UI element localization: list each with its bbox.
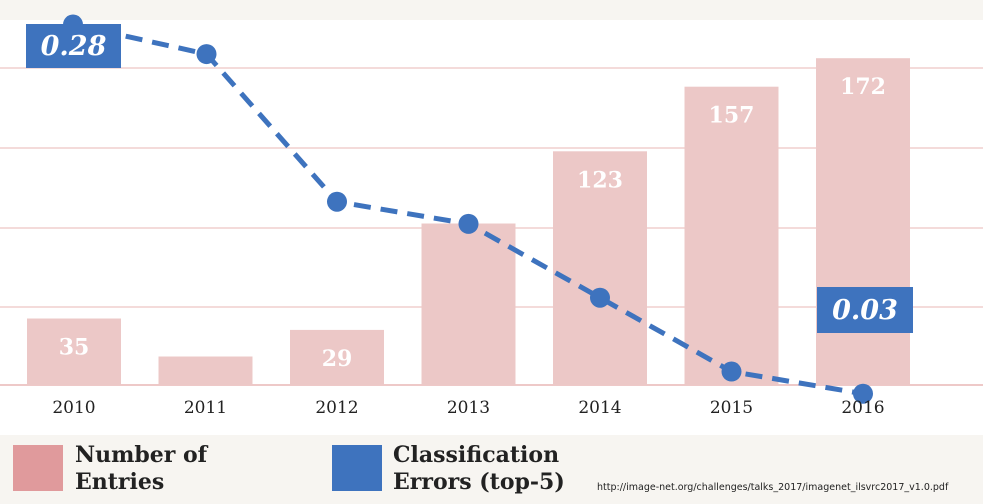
bar-value-label: 172 <box>840 74 886 100</box>
bar-value-labels: 35 29 123 157 172 <box>59 74 886 372</box>
error-point-2016 <box>853 383 873 404</box>
legend-swatch-entries <box>13 445 63 491</box>
bar-2013 <box>421 223 516 385</box>
error-point-2015 <box>721 361 742 382</box>
callout-last-error: 0.03 <box>817 287 913 333</box>
legend-label-entries: Number of Entries <box>75 442 208 495</box>
bar-2010 <box>27 318 121 385</box>
legend-label-errors: Classification Errors (top-5) <box>393 442 565 495</box>
error-point-2014 <box>590 287 610 308</box>
error-point-2012 <box>327 191 347 212</box>
callout-first-error: 0.28 <box>26 24 121 68</box>
x-tick-label: 2012 <box>315 398 358 418</box>
source-link[interactable]: http://image-net.org/challenges/talks_20… <box>597 482 949 493</box>
bar-value-label: 29 <box>322 346 353 372</box>
bar-2012 <box>290 329 384 385</box>
x-tick-label: 2014 <box>578 398 621 418</box>
x-tick-label: 2013 <box>447 398 490 418</box>
error-line <box>63 14 873 404</box>
bar-value-label: 35 <box>59 335 90 361</box>
legend-swatch-errors <box>332 445 382 491</box>
x-tick-label: 2016 <box>841 398 884 418</box>
bar-2016 <box>816 58 910 385</box>
bar-value-label: 157 <box>709 103 755 129</box>
x-tick-label: 2015 <box>710 398 753 418</box>
bar-2011 <box>158 356 253 385</box>
x-tick-label: 2010 <box>52 398 95 418</box>
error-point-2013 <box>458 213 479 234</box>
bar-2015 <box>684 86 779 385</box>
bar-2014 <box>553 151 647 385</box>
x-tick-label: 2011 <box>184 398 227 418</box>
bar-value-label: 123 <box>577 167 623 193</box>
x-tick-labels: 2010 2011 2012 2013 2014 2015 2016 <box>52 398 884 418</box>
error-point-2011 <box>196 44 217 65</box>
